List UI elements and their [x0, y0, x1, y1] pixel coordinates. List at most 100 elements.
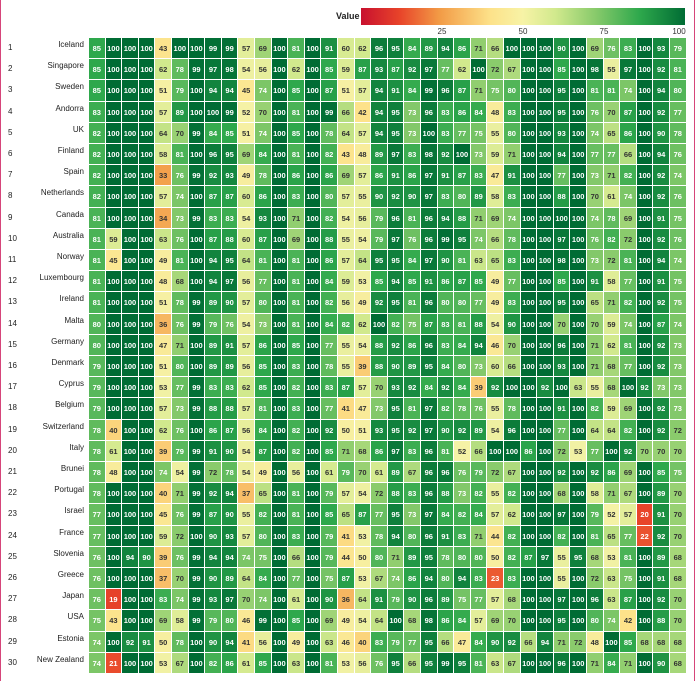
heatmap-cell: 46	[238, 610, 255, 632]
heatmap-cell: 100	[271, 546, 289, 568]
heatmap-cell: 90	[221, 440, 239, 462]
heatmap-cell: 77	[603, 144, 621, 166]
heatmap-cell: 79	[371, 207, 388, 229]
heatmap-cell: 100	[271, 610, 289, 632]
heatmap-cell: 69	[338, 165, 355, 187]
heatmap-cell: 94	[653, 80, 670, 102]
heatmap-cell: 100	[105, 313, 123, 335]
heatmap-cell: 73	[371, 398, 388, 420]
heatmap-cell: 71	[338, 440, 355, 462]
heatmap-cell: 100	[138, 313, 156, 335]
heatmap-cell: 100	[271, 589, 289, 611]
row-rank: 23	[8, 509, 17, 519]
heatmap-cell: 92	[321, 419, 338, 441]
heatmap-cell: 81	[89, 250, 106, 272]
heatmap-cell: 73	[670, 334, 687, 356]
heatmap-cell: 100	[537, 122, 554, 144]
heatmap-cell: 81	[288, 144, 305, 166]
heatmap-cell: 100	[105, 292, 123, 314]
heatmap-cell: 100	[520, 59, 538, 81]
heatmap-cell: 73	[587, 165, 604, 187]
heatmap-cell: 81	[620, 250, 637, 272]
heatmap-cell: 95	[387, 101, 405, 123]
heatmap-cell: 71	[504, 144, 521, 166]
row-country-label: France	[59, 527, 84, 537]
heatmap-cell: 100	[537, 525, 554, 547]
heatmap-cell: 79	[205, 313, 222, 335]
heatmap-cell: 78	[670, 122, 687, 144]
heatmap-cell: 64	[155, 122, 172, 144]
heatmap-cell: 71	[172, 334, 189, 356]
heatmap-cell: 89	[387, 462, 405, 484]
heatmap-cell: 95	[570, 546, 587, 568]
heatmap-cell: 80	[670, 80, 687, 102]
heatmap-cell: 39	[354, 356, 372, 378]
heatmap-cell: 77	[404, 631, 421, 653]
heatmap-cell: 94	[205, 80, 222, 102]
heatmap-cell: 79	[89, 398, 106, 420]
heatmap-cell: 77	[321, 398, 338, 420]
heatmap-cell: 91	[653, 271, 670, 293]
heatmap-cell: 88	[454, 207, 471, 229]
row-rank: 11	[8, 255, 17, 264]
heatmap-cell: 100	[271, 122, 289, 144]
heatmap-cell: 100	[636, 313, 654, 335]
heatmap-cell: 83	[437, 334, 455, 356]
heatmap-cell: 90	[404, 186, 421, 208]
heatmap-cell: 78	[371, 525, 388, 547]
heatmap-cell: 100	[122, 356, 139, 378]
heatmap-cell: 90	[487, 631, 504, 653]
heatmap-cell: 95	[371, 250, 388, 272]
heatmap-cell: 77	[587, 144, 604, 166]
heatmap-cell: 86	[404, 568, 421, 590]
heatmap-cell: 99	[188, 504, 206, 526]
heatmap-cell: 94	[122, 546, 139, 568]
heatmap-cell: 100	[304, 610, 322, 632]
heatmap-cell: 76	[172, 165, 189, 187]
row-rank: 3	[8, 85, 13, 95]
heatmap-cell: 100	[636, 462, 654, 484]
heatmap-cell: 100	[636, 80, 654, 102]
heatmap-cell: 96	[587, 589, 604, 611]
heatmap-cell: 93	[653, 38, 670, 60]
heatmap-cell: 95	[221, 144, 239, 166]
heatmap-cell: 76	[172, 419, 189, 441]
heatmap-cell: 100	[122, 80, 139, 102]
heatmap-cell: 71	[587, 356, 604, 378]
heatmap-cell: 96	[553, 334, 571, 356]
heatmap-cell: 81	[288, 313, 305, 335]
heatmap-cell: 75	[404, 313, 421, 335]
heatmap-cell: 100	[105, 186, 123, 208]
heatmap-cell: 79	[321, 546, 338, 568]
heatmap-cell: 96	[504, 419, 521, 441]
row-rank: 10	[8, 233, 17, 243]
heatmap-cell: 95	[553, 292, 571, 314]
heatmap-cell: 100	[636, 292, 654, 314]
heatmap-cell: 100	[304, 292, 322, 314]
heatmap-cell: 81	[255, 398, 272, 420]
heatmap-cell: 54	[354, 334, 372, 356]
row-country-label: Spain	[63, 167, 84, 177]
heatmap-cell: 100	[636, 398, 654, 420]
heatmap-cell: 57	[338, 250, 355, 272]
heatmap-cell: 100	[271, 38, 289, 60]
heatmap-cell: 87	[520, 546, 538, 568]
heatmap-cell: 52	[603, 504, 621, 526]
heatmap-cell: 100	[537, 165, 554, 187]
heatmap-cell: 100	[570, 186, 587, 208]
heatmap-cell: 100	[122, 144, 139, 166]
heatmap-cell: 100	[636, 38, 654, 60]
row-rank: 12	[8, 276, 17, 286]
heatmap-cell: 100	[570, 165, 587, 187]
heatmap-cell: 84	[421, 377, 438, 399]
heatmap-cell: 54	[354, 483, 372, 505]
heatmap-cell: 100	[138, 144, 156, 166]
heatmap-cell: 68	[404, 610, 421, 632]
heatmap-cell: 80	[470, 546, 488, 568]
heatmap-cell: 62	[238, 377, 255, 399]
heatmap-cell: 40	[105, 419, 123, 441]
heatmap-cell: 77	[89, 504, 106, 526]
heatmap-cell: 89	[404, 546, 421, 568]
heatmap-cell: 100	[138, 186, 156, 208]
heatmap-cell: 74	[670, 165, 687, 187]
